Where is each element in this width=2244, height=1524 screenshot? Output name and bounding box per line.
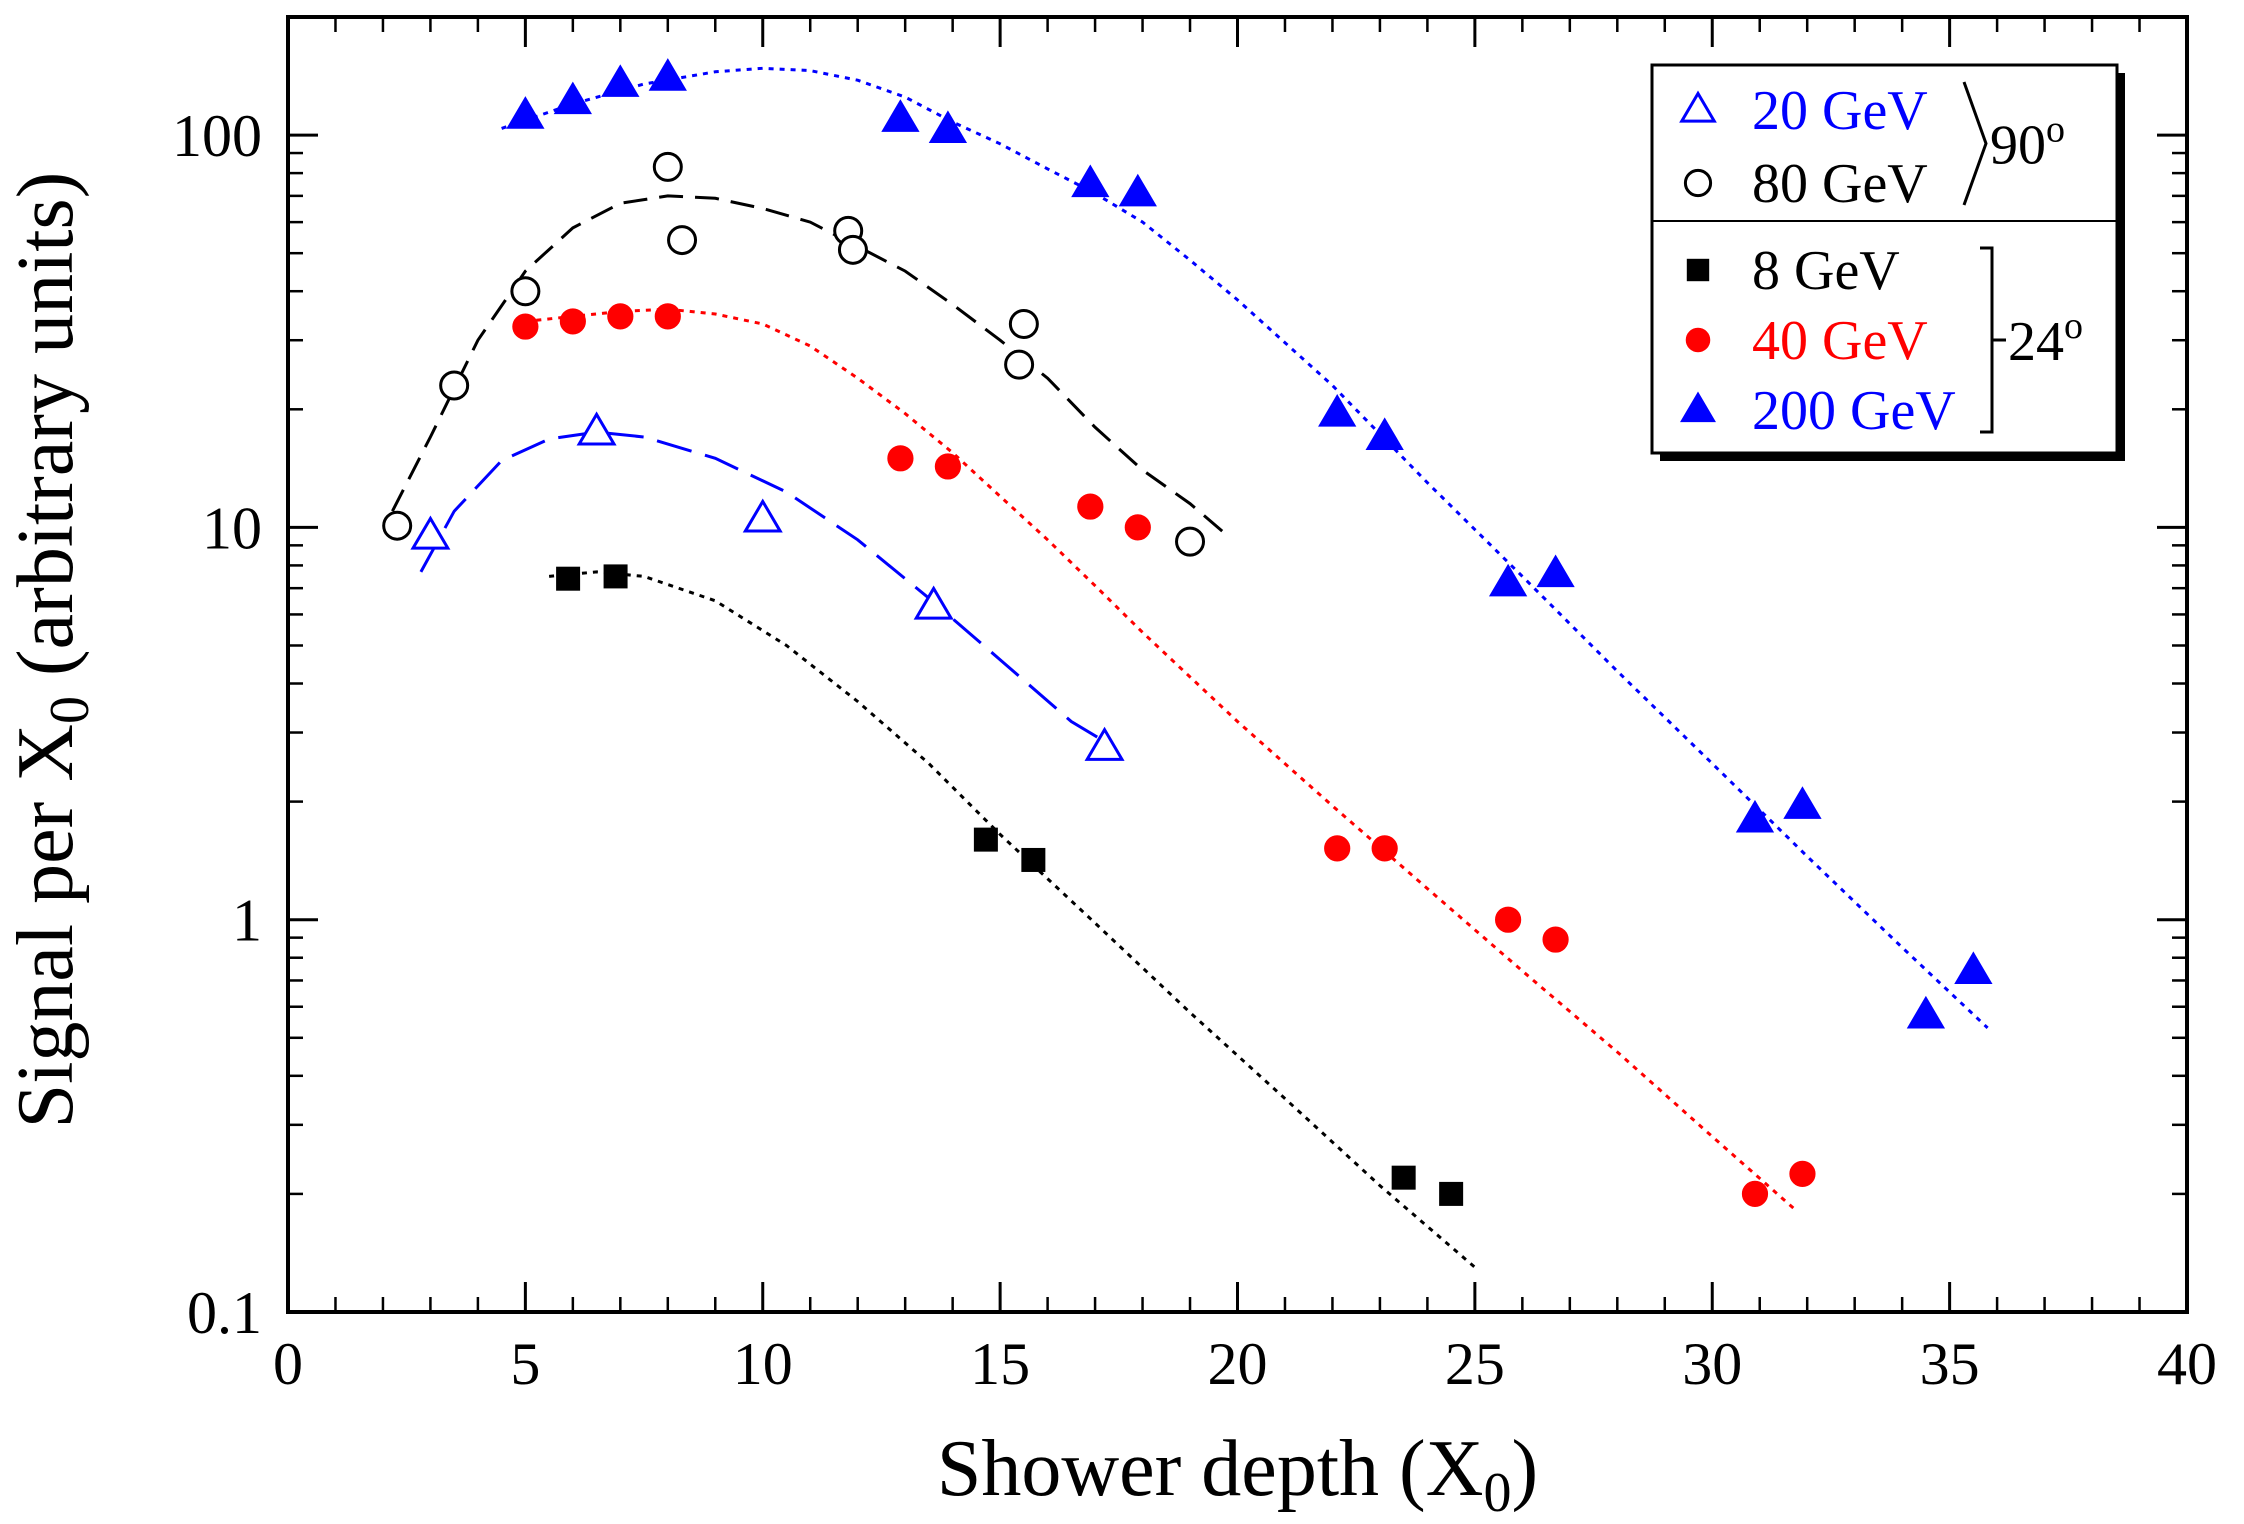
data-point: [603, 564, 628, 589]
y-axis-label: Signal per X0 (arbitrary units): [2, 172, 101, 1129]
legend-label: 8 GeV: [1752, 240, 1900, 302]
data-point: [1118, 173, 1157, 207]
legend-bracket-90: [1962, 81, 1988, 206]
legend: 20 GeV 80 GeV 8 GeV 40 GeV 200 GeV 90o 24o: [1650, 63, 2125, 461]
data-point: [556, 566, 581, 591]
data-point: [1077, 493, 1104, 520]
data-point: [973, 827, 998, 852]
data-point: [1324, 835, 1351, 862]
x-tick-label: 5: [510, 1331, 540, 1397]
x-tick-label: 25: [1445, 1331, 1505, 1397]
data-point: [1783, 786, 1822, 819]
data-point: [1175, 526, 1206, 557]
data-point: [1391, 1165, 1416, 1190]
data-point: [1906, 995, 1946, 1029]
x-tick-label: 0: [273, 1331, 303, 1397]
data-point: [601, 64, 640, 97]
x-axis: 0 5 10 15 20 25 30 35 40: [273, 17, 2217, 1397]
data-point: [512, 313, 539, 340]
fit-line: [419, 430, 1111, 746]
data-point: [1488, 563, 1528, 597]
data-point: [648, 58, 687, 91]
data-point: [652, 151, 683, 182]
series-20-gev: [410, 411, 1125, 761]
data-point: [1542, 926, 1569, 953]
series-200-gev: [501, 58, 1993, 1029]
legend-marker: [1679, 90, 1717, 123]
data-point: [1365, 417, 1404, 450]
y-tick-label: 0.1: [187, 1280, 262, 1346]
data-point: [1071, 164, 1110, 198]
data-point: [1741, 1180, 1769, 1208]
data-point: [382, 510, 413, 541]
data-point: [1084, 726, 1125, 761]
data-point: [559, 308, 586, 335]
fit-line: [548, 570, 1476, 1269]
data-point: [607, 303, 634, 330]
data-point: [1008, 308, 1039, 339]
data-point: [887, 445, 914, 472]
x-axis-label: Shower depth (X0): [937, 1425, 1538, 1524]
data-point: [1735, 799, 1775, 833]
legend-label: 200 GeV: [1752, 380, 1956, 442]
data-point: [1536, 554, 1575, 588]
data-point: [1789, 1160, 1816, 1187]
data-point: [410, 515, 451, 550]
legend-marker: [1686, 258, 1710, 282]
series-8-gev: [548, 564, 1476, 1269]
legend-marker: [1685, 327, 1711, 353]
y-tick-label: 10: [202, 495, 262, 561]
legend-label: 20 GeV: [1752, 80, 1928, 142]
data-point: [1371, 835, 1398, 862]
series-layer: [382, 58, 1993, 1269]
fit-line: [525, 307, 1799, 1214]
series-80-gev: [382, 151, 1229, 557]
data-point: [837, 234, 868, 265]
data-point: [654, 303, 681, 330]
data-point: [667, 225, 698, 256]
data-point: [1495, 906, 1522, 933]
y-tick-label: 1: [232, 888, 262, 954]
legend-box: [1650, 63, 2119, 455]
y-axis: 0.1 1 10 100: [172, 15, 2187, 1346]
data-point: [913, 585, 954, 620]
data-point: [553, 81, 592, 115]
data-point: [439, 370, 470, 401]
x-tick-label: 40: [2157, 1331, 2217, 1397]
x-tick-label: 30: [1682, 1331, 1742, 1397]
data-point: [1954, 951, 1993, 984]
data-point: [506, 96, 545, 129]
y-tick-label: 100: [172, 103, 262, 169]
series-40-gev: [512, 303, 1816, 1214]
data-point: [742, 498, 783, 533]
legend-group-label-24: 24o: [2008, 305, 2083, 373]
data-point: [1004, 349, 1035, 380]
legend-label: 80 GeV: [1752, 153, 1928, 215]
legend-marker: [1680, 391, 1716, 423]
data-point: [1439, 1181, 1464, 1206]
data-point: [1318, 393, 1357, 427]
data-point: [576, 411, 617, 446]
x-tick-label: 20: [1208, 1331, 1268, 1397]
fit-line: [391, 194, 1229, 538]
data-point: [1124, 514, 1151, 541]
data-point: [881, 99, 920, 132]
data-point: [510, 276, 541, 307]
data-point: [928, 110, 968, 144]
data-point: [934, 453, 962, 480]
x-tick-label: 35: [1920, 1331, 1980, 1397]
x-tick-label: 15: [970, 1331, 1030, 1397]
legend-marker: [1683, 168, 1713, 198]
data-point: [1021, 847, 1046, 872]
legend-group-label-90: 90o: [1990, 109, 2065, 177]
x-tick-label: 10: [733, 1331, 793, 1397]
legend-label: 40 GeV: [1752, 310, 1928, 372]
